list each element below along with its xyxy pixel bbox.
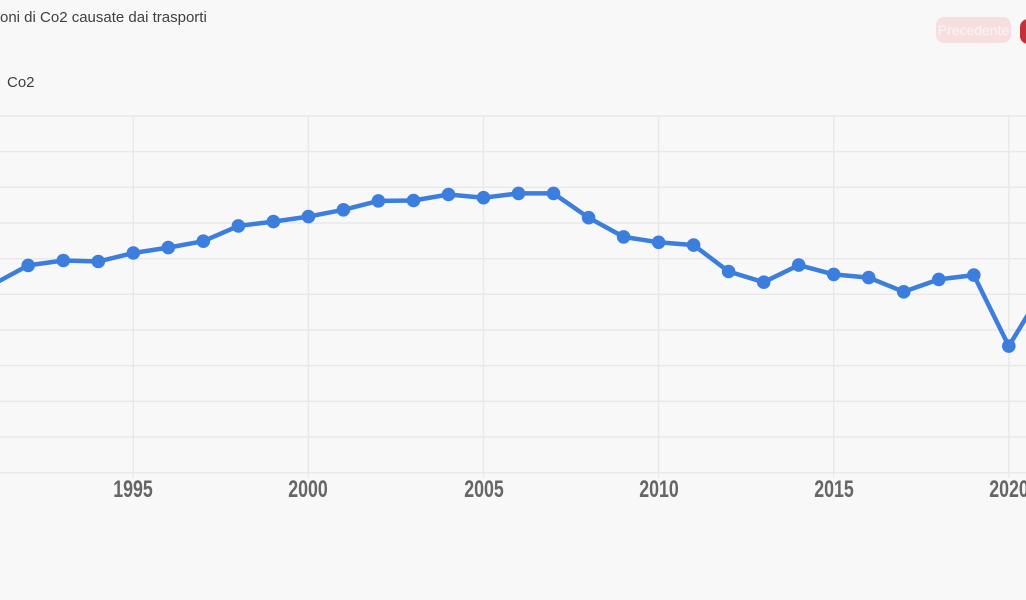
- next-button-clipped[interactable]: [1020, 19, 1026, 44]
- data-point-1998[interactable]: [231, 219, 246, 233]
- data-point-1996[interactable]: [161, 240, 176, 255]
- data-point-1992[interactable]: [21, 258, 35, 273]
- data-point-2020[interactable]: [1002, 339, 1016, 353]
- data-point-2003[interactable]: [406, 193, 421, 208]
- data-point-2014[interactable]: [791, 258, 806, 272]
- co2-emissions-line-series: [0, 191, 1026, 349]
- data-point-2013[interactable]: [756, 275, 771, 290]
- data-point-2011[interactable]: [686, 238, 701, 252]
- page-title: oni di Co2 causate dai trasporti: [0, 9, 207, 26]
- data-point-2019[interactable]: [967, 268, 981, 282]
- data-point-2015[interactable]: [826, 267, 841, 282]
- data-point-1995[interactable]: [126, 246, 141, 260]
- data-point-2007[interactable]: [546, 186, 561, 201]
- chart-subtitle: Co2: [7, 74, 35, 91]
- data-point-2017[interactable]: [896, 285, 911, 299]
- data-point-2006[interactable]: [511, 186, 526, 201]
- data-point-2010[interactable]: [651, 235, 666, 250]
- data-point-2016[interactable]: [861, 270, 876, 285]
- data-point-1994[interactable]: [91, 254, 106, 269]
- data-point-2001[interactable]: [336, 203, 351, 217]
- data-point-2008[interactable]: [581, 210, 596, 225]
- data-point-2018[interactable]: [932, 272, 946, 287]
- data-point-2012[interactable]: [721, 264, 736, 279]
- data-point-2004[interactable]: [441, 187, 456, 202]
- data-point-2002[interactable]: [371, 194, 386, 208]
- data-point-1997[interactable]: [196, 234, 211, 248]
- data-point-1999[interactable]: [266, 214, 281, 229]
- previous-button[interactable]: Precedente: [936, 17, 1011, 43]
- data-point-2000[interactable]: [301, 209, 316, 224]
- data-point-2005[interactable]: [476, 190, 491, 205]
- data-point-1993[interactable]: [56, 253, 71, 268]
- data-point-2009[interactable]: [616, 230, 631, 244]
